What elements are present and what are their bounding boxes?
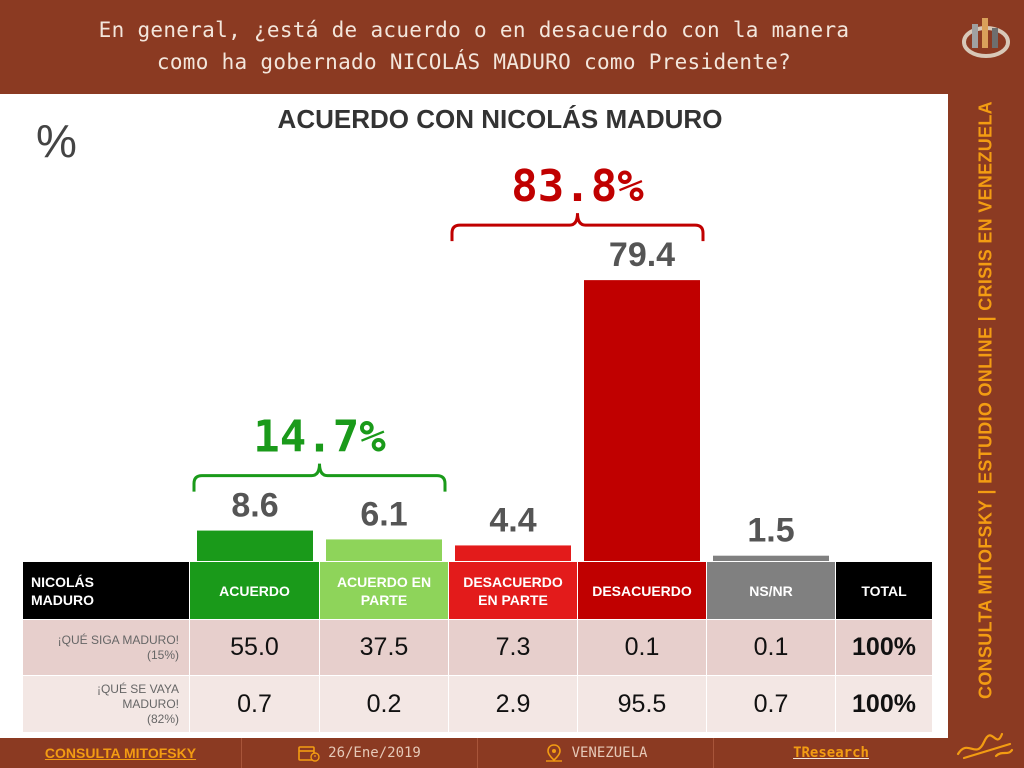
bar [326,539,442,561]
row-total: 100% [835,619,933,676]
table-row: ¡QUÉ SIGA MADURO! (15%) 55.0 37.5 7.3 0.1 0.1 1… [22,619,933,676]
group-bracket [192,463,447,492]
table-header-cell: ACUERDO EN PARTE [319,561,449,620]
group-label: 14.7% [253,412,386,463]
row-label: ¡QUÉ SE VAYA MADURO! (82%) [22,675,190,733]
tresearch-rest: esearch [809,745,869,761]
data-label: 79.4 [609,236,675,274]
sidebar [948,0,1024,768]
header-line: ACUERDO EN [336,573,432,590]
data-label: 4.4 [489,501,536,539]
data-label: 8.6 [231,487,278,525]
table-cell: 0.2 [319,675,449,733]
footer-bar: CONSULTA MITOFSKY 26/Ene/2019 VENEZUELA … [0,738,948,768]
question-line-1: En general, ¿está de acuerdo o en desacu… [98,18,850,42]
table-cell: 0.7 [189,675,320,733]
sidebar-vertical-text: CONSULTA MITOFSKY | ESTUDIO ONLINE | CRI… [975,101,996,699]
survey-question: En general, ¿está de acuerdo o en desacu… [30,14,918,78]
question-line-2: como ha gobernado NICOLÁS MADURO como Pr… [156,50,792,74]
signature-icon [956,732,1014,760]
table-header-cell: ACUERDO [189,561,320,620]
bar [584,280,700,561]
percent-symbol: % [36,115,77,167]
table-cell: 2.9 [448,675,578,733]
header-line: DESACUERDO [592,582,692,599]
chart-title: ACUERDO CON NICOLÁS MADURO [277,104,723,134]
header-line: PARTE [360,591,408,608]
table-row: ¡QUÉ SE VAYA MADURO! (82%) 0.7 0.2 2.9 95.5 0.7… [22,675,933,733]
map-pin-icon [545,744,562,762]
header-line: DESACUERDO [463,573,563,590]
bar-chart: 8.6 6.1 4.4 79.4 1.5 14.7% 83.8% [192,161,829,561]
table-cell: 95.5 [577,675,707,733]
row-label-line: ¡QUÉ SE VAYA [96,681,179,696]
table-header-row: NICOLÁS MADURO ACUERDO ACUERDO EN PARTE DES… [22,561,933,620]
bar [197,530,313,561]
corner-line-1: NICOLÁS [31,573,94,590]
table-cell: 0.7 [706,675,836,733]
table-cell: 55.0 [189,619,320,676]
table-cell: 0.1 [577,619,707,676]
footer-country: VENEZUELA [571,745,648,761]
table-cell: 37.5 [319,619,449,676]
footer-tresearch-link[interactable]: TResearch [793,745,869,761]
bar [713,555,829,561]
table-header-cell: NS/NR [706,561,836,620]
header-line: EN PARTE [478,591,548,608]
footer-date: 26/Ene/2019 [328,745,421,761]
header-line: ACUERDO [219,582,290,599]
data-label: 1.5 [747,512,794,550]
table-cell: 7.3 [448,619,578,676]
header-line: NS/NR [749,582,793,599]
data-label: 6.1 [360,495,407,533]
footer-country-cell: VENEZUELA [478,738,714,768]
table-header-cell: DESACUERDO [577,561,707,620]
row-label-line: ¡QUÉ SIGA MADURO! [57,632,179,647]
row-total: 100% [835,675,933,733]
table-cell: 0.1 [706,619,836,676]
table-corner-label: NICOLÁS MADURO [22,561,190,620]
calendar-icon [298,746,320,762]
row-label-line: MADURO! [122,696,179,711]
header-bar: En general, ¿está de acuerdo o en desacu… [0,0,948,94]
footer-tresearch-cell: TResearch [714,738,948,768]
row-label-line: (15%) [146,647,179,662]
tresearch-bold: TR [793,745,810,761]
footer-brand-cell: CONSULTA MITOFSKY [0,738,242,768]
group-label: 83.8% [511,161,644,212]
table-header-cell: DESACUERDO EN PARTE [448,561,578,620]
data-table: NICOLÁS MADURO ACUERDO ACUERDO EN PARTE DES… [22,561,933,733]
mitofsky-logo-icon [962,18,1010,58]
table-header-total: TOTAL [835,561,933,620]
footer-date-cell: 26/Ene/2019 [242,738,478,768]
bar [455,545,571,561]
footer-brand[interactable]: CONSULTA MITOFSKY [44,745,197,761]
row-label-line: (82%) [146,711,179,726]
row-label: ¡QUÉ SIGA MADURO! (15%) [22,619,190,676]
corner-line-2: MADURO [31,591,94,608]
